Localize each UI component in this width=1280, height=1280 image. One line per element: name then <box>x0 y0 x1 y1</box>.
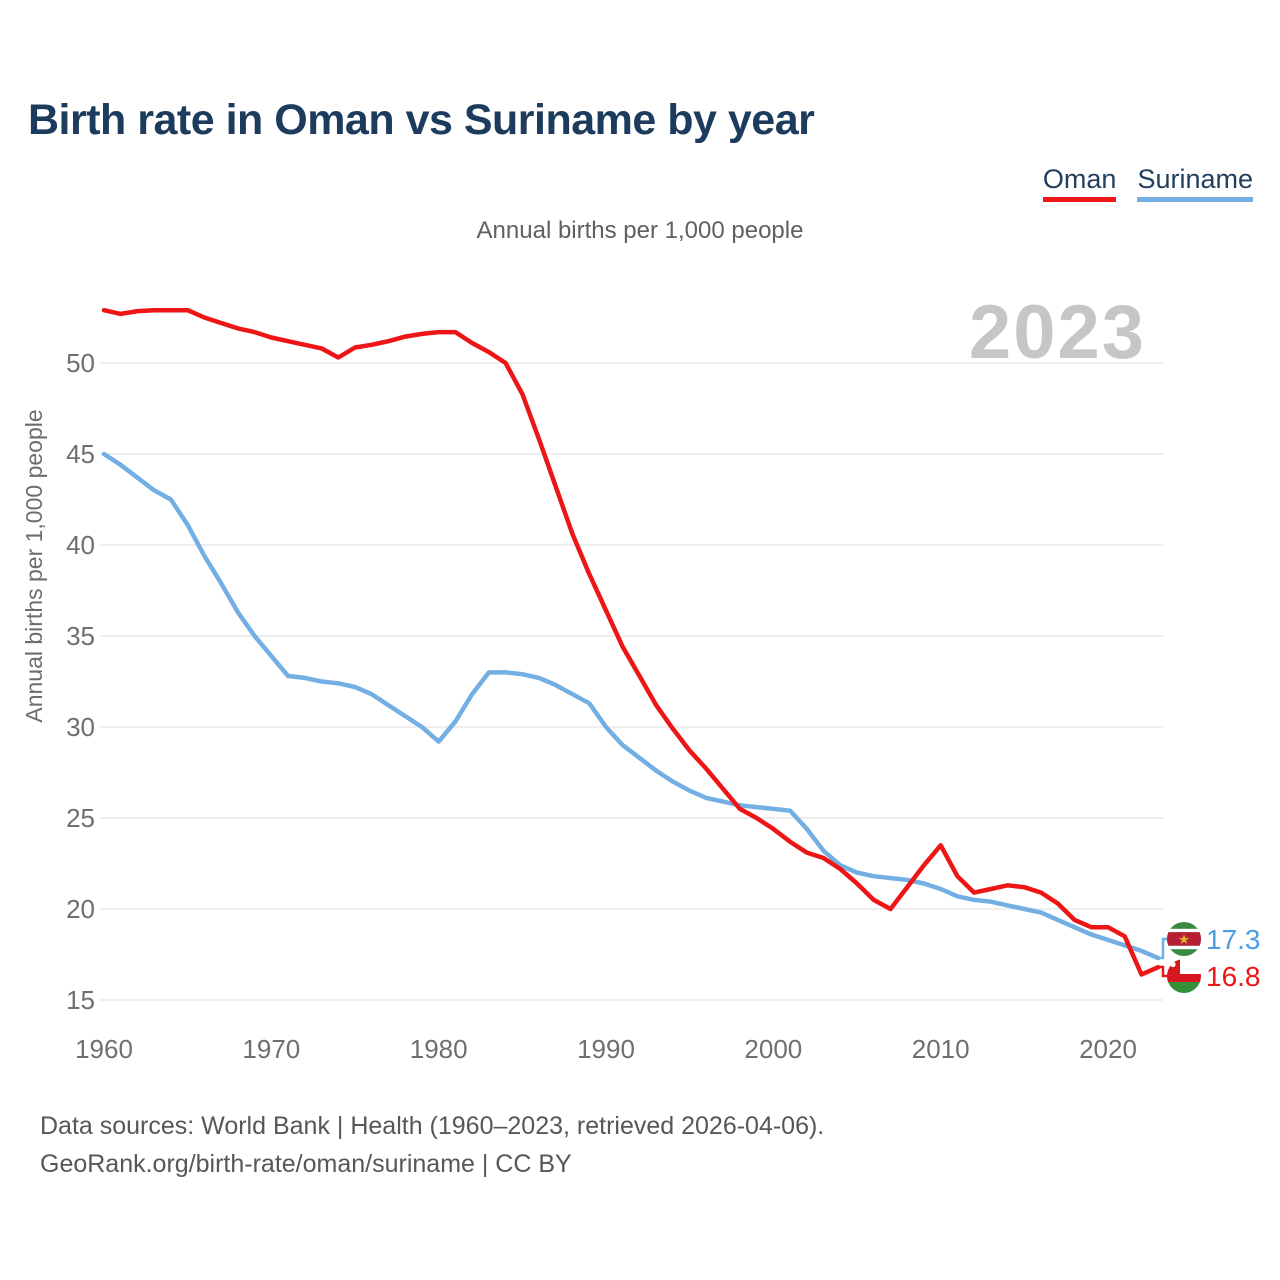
suriname-flag-icon <box>1167 922 1201 956</box>
y-tick-label: 40 <box>66 530 95 560</box>
x-tick-label: 1980 <box>410 1034 468 1064</box>
legend-item-suriname[interactable]: Suriname <box>1137 166 1253 202</box>
x-axis-tick-labels: 1960 1970 1980 1990 2000 2010 2020 <box>75 1034 1137 1064</box>
oman-flag-icon <box>1167 959 1201 993</box>
suriname-line <box>101 451 1161 961</box>
x-tick-label: 2000 <box>744 1034 802 1064</box>
y-tick-label: 30 <box>66 712 95 742</box>
oman-line <box>101 307 1161 977</box>
oman-end-value: 16.8 <box>1206 961 1261 992</box>
y-tick-label: 20 <box>66 894 95 924</box>
oman-label-connector <box>1158 965 1167 978</box>
x-tick-label: 1970 <box>242 1034 300 1064</box>
chart-subtitle: Annual births per 1,000 people <box>476 217 804 244</box>
suriname-end-value: 17.3 <box>1206 924 1261 955</box>
y-tick-label: 50 <box>66 348 95 378</box>
watermark-year: 2023 <box>969 290 1146 375</box>
legend-item-oman[interactable]: Oman <box>1042 166 1117 202</box>
footer: Data sources: World Bank | Health (1960–… <box>40 1107 824 1183</box>
x-tick-label: 2020 <box>1079 1034 1137 1064</box>
y-tick-label: 25 <box>66 803 95 833</box>
suriname-label-connector <box>1158 937 1167 960</box>
page-title: Birth rate in Oman vs Suriname by year <box>28 96 815 144</box>
y-tick-label: 45 <box>66 439 95 469</box>
legend: Oman Suriname <box>1042 166 1253 202</box>
y-tick-label: 35 <box>66 621 95 651</box>
footer-sources-line: Data sources: World Bank | Health (1960–… <box>40 1112 825 1140</box>
series-lines <box>101 307 1161 977</box>
x-tick-label: 1960 <box>75 1034 133 1064</box>
y-axis-tick-labels: 15 20 25 30 35 40 45 50 <box>66 348 95 1015</box>
footer-url-line: GeoRank.org/birth-rate/oman/suriname | C… <box>40 1150 572 1178</box>
y-axis-title: Annual births per 1,000 people <box>21 409 47 722</box>
x-tick-label: 1990 <box>577 1034 635 1064</box>
gridlines <box>100 362 1163 1001</box>
x-tick-label: 2010 <box>912 1034 970 1064</box>
y-tick-label: 15 <box>66 985 95 1015</box>
